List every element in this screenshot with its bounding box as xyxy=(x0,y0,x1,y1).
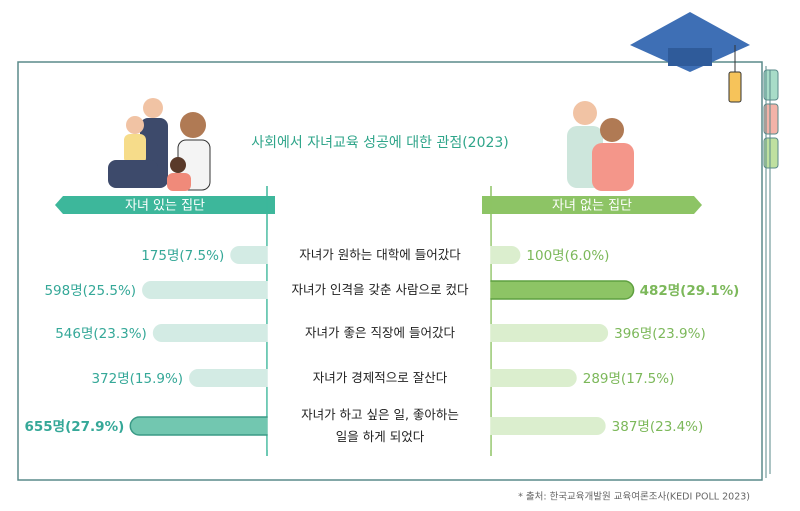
bar xyxy=(230,246,276,264)
bar xyxy=(482,246,521,264)
legend-label: 자녀 없는 집단 xyxy=(552,199,632,214)
source-note: * 출처: 한국교육개발원 교육여론조사(KEDI POLL 2023) xyxy=(518,491,750,503)
bar xyxy=(129,416,277,436)
tassel xyxy=(728,71,742,103)
tab xyxy=(763,137,779,169)
bar xyxy=(142,281,276,299)
tab xyxy=(763,103,779,135)
category-label: 자녀가 경제적으로 잘산다 xyxy=(312,370,448,385)
cap xyxy=(630,12,750,72)
bar xyxy=(189,369,276,387)
value-label: 387명(23.4%) xyxy=(612,419,704,435)
bar xyxy=(481,280,635,300)
value-label: 546명(23.3%) xyxy=(55,326,147,342)
bar xyxy=(482,369,577,387)
group-header xyxy=(55,196,275,214)
category-label: 자녀가 좋은 직장에 들어갔다 xyxy=(305,325,455,340)
tab xyxy=(763,69,779,101)
bar xyxy=(482,417,606,435)
legend-label: 자녀 있는 집단 xyxy=(125,199,205,214)
group-header xyxy=(482,196,702,214)
category-label: 자녀가 원하는 대학에 들어갔다 xyxy=(299,247,461,262)
bar xyxy=(152,324,276,342)
value-label: 396명(23.9%) xyxy=(614,326,706,342)
center-panel xyxy=(267,230,491,450)
value-label: 289명(17.5%) xyxy=(583,371,675,387)
category-label: 자녀가 하고 싶은 일, 좋아하는 일을 하게 되었다 xyxy=(301,407,459,444)
value-label: 482명(29.1%) xyxy=(640,282,740,299)
value-label: 655명(27.9%) xyxy=(25,418,125,435)
couple-illustration xyxy=(567,101,634,191)
bar xyxy=(482,324,609,342)
cap-base xyxy=(668,48,712,66)
value-label: 175명(7.5%) xyxy=(141,248,224,264)
value-label: 372명(15.9%) xyxy=(91,371,183,387)
chart-title: 사회에서 자녀교육 성공에 대한 관점(2023) xyxy=(251,135,509,151)
family-illustration xyxy=(108,98,211,191)
category-label: 자녀가 인격을 갖춘 사람으로 컸다 xyxy=(291,282,469,297)
value-label: 100명(6.0%) xyxy=(526,248,609,264)
value-label: 598명(25.5%) xyxy=(44,283,136,299)
